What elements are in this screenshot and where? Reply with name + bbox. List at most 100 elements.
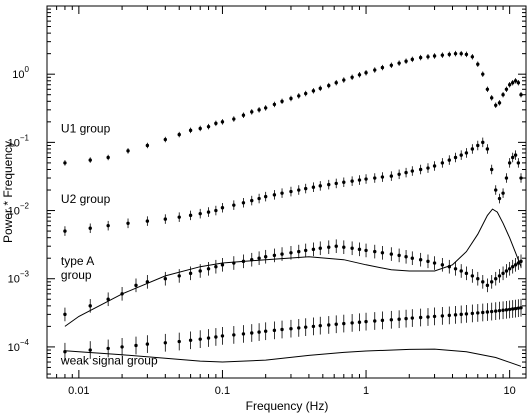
data-point xyxy=(489,167,494,172)
data-point xyxy=(327,182,331,187)
group-label-line: type A xyxy=(61,254,94,268)
data-point xyxy=(504,87,509,92)
data-point xyxy=(489,96,494,100)
data-point xyxy=(470,55,475,59)
data-point xyxy=(272,328,277,333)
data-point xyxy=(389,174,394,178)
y-tick-label: 10−1 xyxy=(8,133,30,149)
x-tick-label: 10 xyxy=(504,385,516,397)
data-point xyxy=(88,158,92,162)
data-point xyxy=(453,51,458,56)
data-point xyxy=(481,140,485,145)
data-point xyxy=(410,169,415,173)
data-point xyxy=(410,57,415,62)
data-point xyxy=(198,337,202,341)
data-point xyxy=(188,128,193,133)
data-point xyxy=(504,176,509,180)
data-point xyxy=(280,327,284,332)
data-point xyxy=(447,158,451,162)
data-point xyxy=(318,323,322,328)
data-point xyxy=(426,55,430,59)
data-point xyxy=(311,247,316,252)
data-point xyxy=(145,143,150,148)
data-point xyxy=(440,263,445,267)
data-point xyxy=(485,283,490,288)
data-point xyxy=(357,73,362,77)
y-tick-mantissa: 10 xyxy=(12,69,24,81)
data-point xyxy=(470,311,475,316)
data-point xyxy=(188,213,193,218)
y-axis-title: Power * Frequency xyxy=(1,141,15,243)
data-point xyxy=(289,326,293,331)
data-point xyxy=(350,75,354,80)
data-point xyxy=(516,306,521,310)
data-point xyxy=(380,251,385,255)
data-point xyxy=(476,311,480,315)
data-point xyxy=(134,343,138,348)
data-point xyxy=(88,348,92,352)
data-point xyxy=(497,274,502,278)
series-2 xyxy=(63,137,523,236)
data-point xyxy=(163,217,168,221)
data-point xyxy=(198,126,202,131)
data-point xyxy=(418,315,423,320)
data-point xyxy=(519,306,523,310)
y-tick-mantissa: 10 xyxy=(8,342,20,354)
data-point xyxy=(470,274,475,278)
data-point xyxy=(250,110,254,114)
data-point xyxy=(453,267,458,271)
data-point xyxy=(106,297,110,301)
data-point xyxy=(163,277,168,281)
data-point xyxy=(263,255,268,259)
data-point xyxy=(350,246,354,250)
data-point xyxy=(263,329,268,333)
data-point xyxy=(507,161,512,165)
data-point xyxy=(494,188,498,192)
data-point xyxy=(280,99,284,104)
data-point xyxy=(432,261,437,265)
data-point xyxy=(63,229,67,233)
data-point xyxy=(418,167,423,172)
data-point xyxy=(220,206,225,210)
data-point xyxy=(106,223,110,228)
data-point xyxy=(494,309,498,313)
data-point xyxy=(481,72,485,76)
data-point xyxy=(327,323,331,327)
group-label-line: U2 group xyxy=(61,192,111,206)
data-point xyxy=(432,54,437,58)
data-point xyxy=(342,245,346,249)
data-point xyxy=(513,263,518,267)
data-point xyxy=(519,176,523,180)
y-tick-exponent: −2 xyxy=(20,202,30,211)
data-point xyxy=(410,256,415,260)
data-point xyxy=(504,269,509,273)
x-axis-title: Frequency (Hz) xyxy=(246,399,329,413)
data-point xyxy=(364,177,368,181)
data-point xyxy=(494,277,498,281)
data-point xyxy=(373,68,377,72)
data-point xyxy=(206,124,211,129)
data-point xyxy=(513,79,518,83)
data-point xyxy=(389,63,394,67)
data-point xyxy=(289,189,293,194)
model-curves xyxy=(64,208,522,367)
data-point xyxy=(232,117,236,121)
data-point xyxy=(501,93,505,97)
group-label: U1 group xyxy=(61,121,111,135)
data-point xyxy=(304,248,308,253)
data-point xyxy=(106,346,110,351)
data-point xyxy=(464,151,469,155)
series-1 xyxy=(63,50,523,166)
data-point xyxy=(188,271,193,276)
data-point xyxy=(464,271,469,276)
data-point xyxy=(120,345,124,349)
data-point xyxy=(334,244,338,248)
data-point xyxy=(257,256,261,260)
data-point xyxy=(432,164,437,168)
data-point xyxy=(481,280,485,284)
data-point xyxy=(145,342,150,346)
data-point xyxy=(177,339,181,344)
data-point xyxy=(485,147,490,151)
